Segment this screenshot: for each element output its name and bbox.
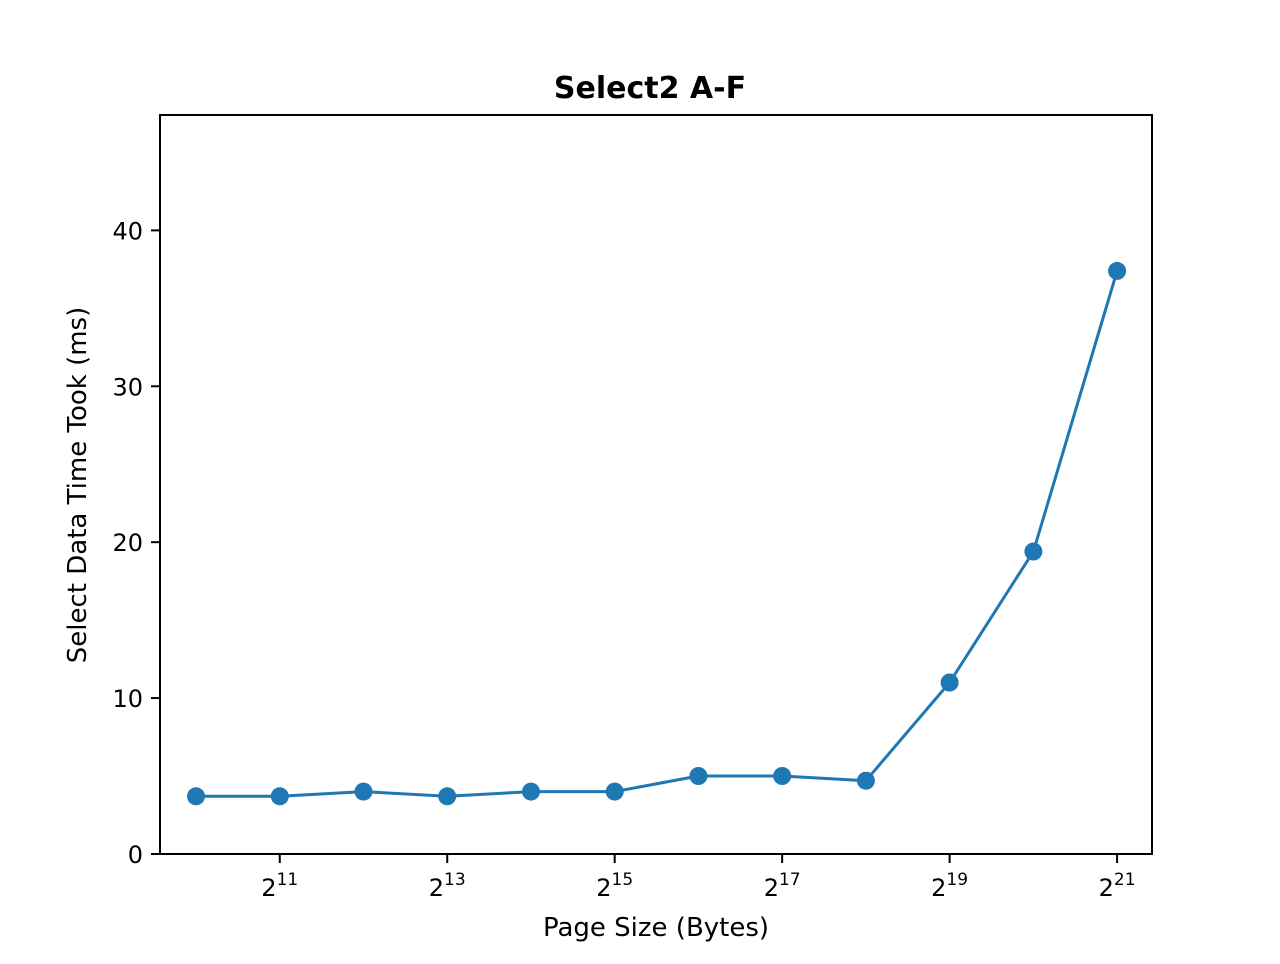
data-point [773,767,792,785]
series-line [194,269,1119,798]
x-axis: 211 213 215 217 219 221 [261,854,1136,902]
y-axis: 0 10 20 30 40 [112,217,160,869]
data-point [689,767,708,785]
data-point [605,782,624,801]
chart-title: Select2 A-F [554,71,746,106]
x-tick-label: 211 [261,870,298,902]
x-tick-exponent: 17 [779,870,801,890]
plot-area [187,261,1127,806]
data-point [438,787,457,806]
y-tick-label: 30 [112,373,143,401]
y-tick-label: 0 [128,841,143,869]
x-tick-exponent: 11 [277,870,299,890]
data-point [187,787,205,806]
data-point [354,782,373,801]
y-tick-label: 20 [112,529,143,557]
data-point [856,771,875,790]
data-point [940,673,959,692]
data-point [1024,542,1043,561]
y-tick-label: 40 [112,217,143,245]
data-point [522,782,540,801]
x-tick-exponent: 13 [444,870,466,890]
data-point [1108,261,1127,280]
y-axis-label: Select Data Time Took (ms) [63,307,93,663]
x-tick-label: 213 [429,870,466,902]
x-tick-label: 217 [764,870,801,902]
x-tick-label: 219 [931,870,968,902]
x-tick-label: 221 [1099,870,1136,902]
x-tick-label: 215 [596,870,633,902]
x-tick-exponent: 15 [612,870,634,890]
x-tick-exponent: 19 [946,870,968,890]
plot-frame [159,114,1153,855]
x-tick-exponent: 21 [1114,870,1136,890]
data-point [270,787,289,806]
x-axis-label: Page Size (Bytes) [543,913,769,943]
y-tick-label: 10 [112,685,143,713]
